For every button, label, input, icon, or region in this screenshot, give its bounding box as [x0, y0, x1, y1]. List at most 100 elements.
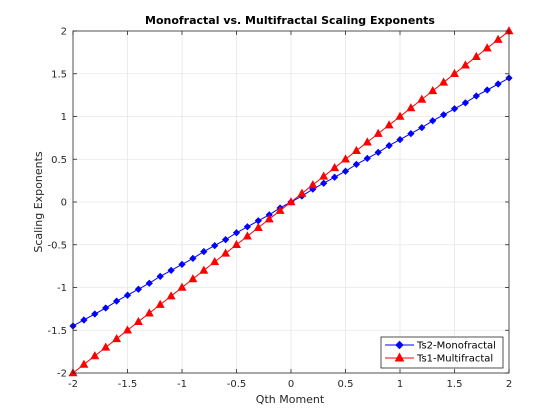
data-point-ts1-multifractal	[308, 180, 318, 189]
data-point-ts2-monofractal	[396, 135, 404, 144]
data-point-ts2-monofractal	[341, 167, 350, 175]
y-tick-label: 0	[61, 198, 67, 209]
x-tick-labels: -2 -1.5 -1 -0.5 0 0.5 1 1.5 2	[68, 379, 512, 390]
data-point-ts1-multifractal	[395, 111, 405, 120]
x-axis-label: Qth Moment	[256, 393, 325, 406]
series-layer	[68, 26, 514, 377]
tick-marks	[72, 30, 510, 374]
y-tick-label: 0.5	[51, 155, 67, 166]
data-point-ts2-monofractal	[232, 229, 241, 237]
x-tick-label: -1	[177, 379, 187, 390]
data-point-ts2-monofractal	[330, 173, 339, 181]
legend-marker-ts2	[395, 340, 404, 350]
data-point-ts2-monofractal	[243, 223, 252, 231]
x-tick-label: 1.5	[447, 379, 463, 390]
data-point-ts2-monofractal	[123, 291, 132, 299]
data-point-ts1-multifractal	[133, 316, 143, 326]
data-point-ts2-monofractal	[429, 117, 437, 125]
data-point-ts1-multifractal	[384, 120, 394, 129]
data-point-ts1-multifractal	[449, 68, 460, 78]
data-point-ts2-monofractal	[156, 272, 164, 281]
data-point-ts1-multifractal	[242, 231, 252, 240]
legend-box	[380, 336, 504, 369]
data-point-ts1-multifractal	[460, 60, 470, 69]
legend-entry-ts2: Ts2-Monofractal	[385, 341, 496, 352]
y-tick-label: 2	[61, 27, 67, 38]
chart-title: Monofractal vs. Multifractal Scaling Exp…	[145, 14, 435, 27]
data-point-ts1-multifractal	[166, 291, 176, 300]
legend: Ts2-Monofractal Ts1-Multifractal	[380, 336, 504, 369]
data-point-ts2-monofractal	[407, 129, 415, 138]
x-tick-label: -0.5	[227, 379, 247, 390]
series-ts1-multifractal	[68, 26, 514, 377]
data-point-ts2-monofractal	[374, 148, 382, 157]
data-point-ts2-monofractal	[352, 160, 361, 169]
data-point-ts2-monofractal	[472, 92, 480, 100]
data-point-ts1-multifractal	[275, 205, 285, 214]
x-tick-label: 1	[397, 379, 403, 390]
data-point-ts1-multifractal	[286, 197, 296, 206]
data-point-ts2-monofractal	[385, 141, 393, 150]
data-point-ts1-multifractal	[330, 162, 340, 172]
data-point-ts1-multifractal	[406, 103, 416, 112]
data-point-ts1-multifractal	[493, 34, 503, 43]
x-tick-label: -2	[68, 379, 78, 390]
data-point-ts1-multifractal	[373, 128, 383, 137]
data-point-ts1-multifractal	[428, 86, 438, 95]
y-tick-label: -0.5	[47, 240, 67, 251]
data-point-ts2-monofractal	[363, 154, 371, 163]
data-point-ts1-multifractal	[471, 51, 481, 60]
data-point-ts2-monofractal	[91, 310, 99, 318]
data-point-ts1-multifractal	[253, 222, 263, 231]
y-tick-label: -2	[57, 369, 67, 380]
data-point-ts1-multifractal	[231, 239, 242, 249]
data-point-ts2-monofractal	[112, 297, 121, 305]
data-point-ts2-monofractal	[102, 304, 110, 312]
y-tick-label: -1.5	[47, 326, 67, 337]
data-point-ts1-multifractal	[144, 308, 154, 317]
y-tick-label: -1	[57, 283, 67, 294]
data-point-ts1-multifractal	[210, 257, 220, 266]
data-point-ts2-monofractal	[211, 241, 219, 250]
y-tick-labels: -2 -1.5 -1 -0.5 0 0.5 1 1.5 2	[47, 27, 67, 380]
x-tick-label: 0	[288, 379, 294, 390]
data-point-ts1-multifractal	[340, 154, 351, 163]
data-point-ts2-monofractal	[221, 235, 230, 244]
data-point-ts1-multifractal	[362, 137, 372, 146]
data-point-ts2-monofractal	[450, 105, 459, 113]
data-point-ts2-monofractal	[418, 123, 426, 132]
data-point-ts1-multifractal	[188, 274, 198, 283]
data-point-ts2-monofractal	[461, 99, 470, 107]
y-tick-label: 1.5	[51, 69, 67, 80]
legend-entry-ts1: Ts1-Multifractal	[385, 352, 493, 365]
data-point-ts2-monofractal	[134, 285, 143, 293]
data-point-ts1-multifractal	[417, 94, 427, 103]
x-tick-label: 0.5	[338, 379, 354, 390]
data-point-ts1-multifractal	[351, 145, 361, 154]
legend-label-ts2: Ts2-Monofractal	[416, 341, 496, 352]
y-tick-label: 1	[61, 112, 67, 123]
data-point-ts1-multifractal	[101, 342, 111, 351]
data-point-ts2-monofractal	[439, 111, 448, 119]
data-point-ts1-multifractal	[439, 77, 449, 86]
data-point-ts1-multifractal	[122, 325, 133, 334]
data-point-ts1-multifractal	[155, 299, 165, 308]
data-point-ts2-monofractal	[494, 80, 502, 88]
data-point-ts2-monofractal	[145, 279, 153, 287]
data-point-ts1-multifractal	[177, 282, 187, 291]
data-point-ts1-multifractal	[79, 359, 89, 368]
data-point-ts1-multifractal	[90, 351, 100, 360]
data-point-ts2-monofractal	[167, 266, 175, 275]
legend-label-ts1: Ts1-Multifractal	[416, 354, 493, 365]
legend-marker-ts1	[394, 352, 405, 362]
data-point-ts1-multifractal	[297, 188, 307, 197]
y-axis-label: Scaling Exponents	[32, 151, 45, 253]
x-tick-label: 2	[506, 379, 512, 390]
data-point-ts1-multifractal	[221, 248, 231, 257]
data-point-ts2-monofractal	[200, 247, 208, 256]
data-point-ts1-multifractal	[112, 333, 122, 343]
data-point-ts1-multifractal	[264, 214, 274, 223]
data-point-ts2-monofractal	[320, 179, 328, 187]
